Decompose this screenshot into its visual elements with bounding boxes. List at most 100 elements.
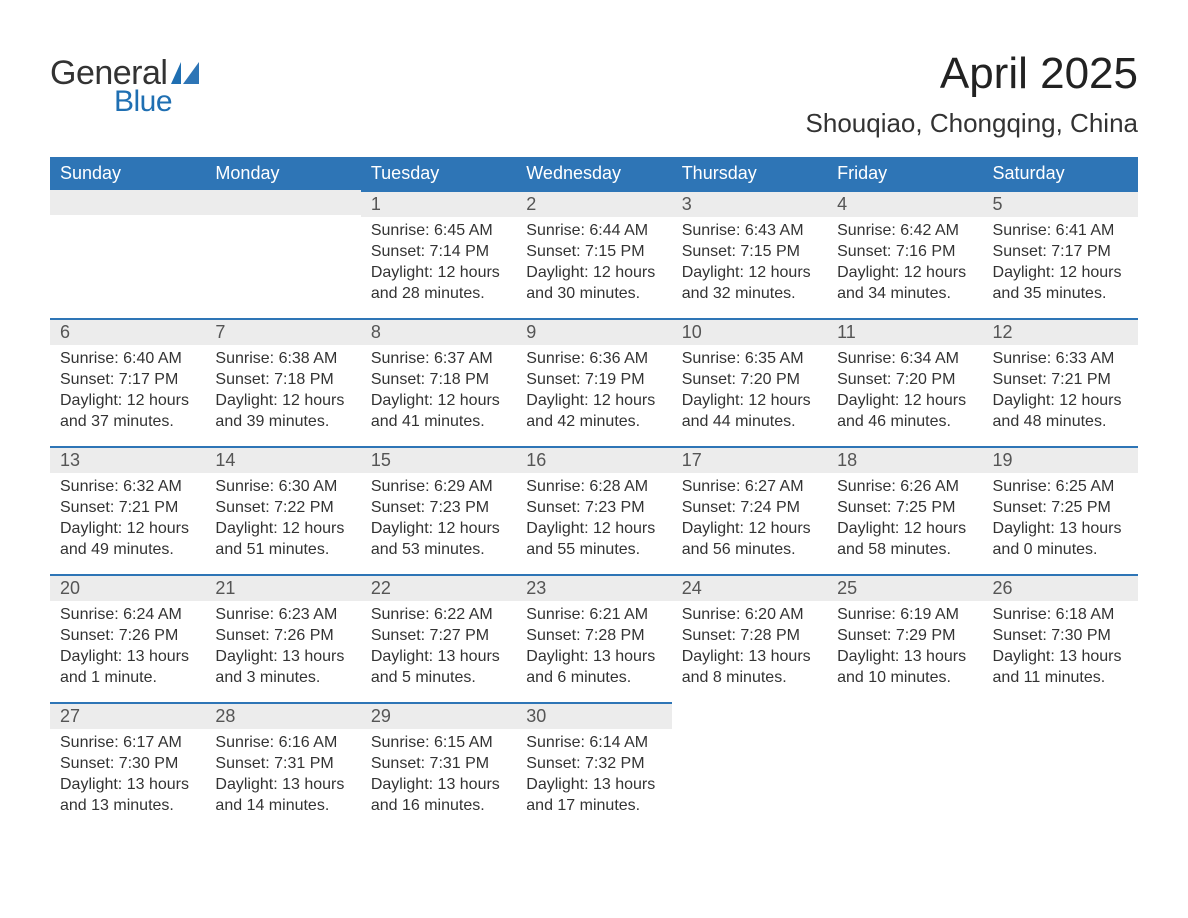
day-details: Sunrise: 6:28 AMSunset: 7:23 PMDaylight:… xyxy=(516,473,671,568)
day-details: Sunrise: 6:32 AMSunset: 7:21 PMDaylight:… xyxy=(50,473,205,568)
day-details: Sunrise: 6:17 AMSunset: 7:30 PMDaylight:… xyxy=(50,729,205,824)
day-number: 23 xyxy=(516,576,671,601)
weekday-header: Tuesday xyxy=(361,157,516,190)
weekday-header: Wednesday xyxy=(516,157,671,190)
day-number: 22 xyxy=(361,576,516,601)
calendar-day-cell: 27Sunrise: 6:17 AMSunset: 7:30 PMDayligh… xyxy=(50,702,205,830)
day-details: Sunrise: 6:40 AMSunset: 7:17 PMDaylight:… xyxy=(50,345,205,440)
calendar-day-cell: 8Sunrise: 6:37 AMSunset: 7:18 PMDaylight… xyxy=(361,318,516,446)
logo-word-blue: Blue xyxy=(114,85,172,119)
weekday-header-row: SundayMondayTuesdayWednesdayThursdayFrid… xyxy=(50,157,1138,190)
weekday-header: Saturday xyxy=(983,157,1138,190)
day-number: 16 xyxy=(516,448,671,473)
calendar-week-row: 13Sunrise: 6:32 AMSunset: 7:21 PMDayligh… xyxy=(50,446,1138,574)
flag-icon xyxy=(171,62,205,89)
calendar-week-row: 1Sunrise: 6:45 AMSunset: 7:14 PMDaylight… xyxy=(50,190,1138,318)
day-number: 21 xyxy=(205,576,360,601)
calendar-day-cell: 10Sunrise: 6:35 AMSunset: 7:20 PMDayligh… xyxy=(672,318,827,446)
weekday-header: Friday xyxy=(827,157,982,190)
calendar-day-cell: 3Sunrise: 6:43 AMSunset: 7:15 PMDaylight… xyxy=(672,190,827,318)
calendar-day-cell xyxy=(205,190,360,318)
day-number: 19 xyxy=(983,448,1138,473)
day-details: Sunrise: 6:22 AMSunset: 7:27 PMDaylight:… xyxy=(361,601,516,696)
day-number: 1 xyxy=(361,192,516,217)
day-number: 10 xyxy=(672,320,827,345)
calendar-day-cell: 30Sunrise: 6:14 AMSunset: 7:32 PMDayligh… xyxy=(516,702,671,830)
day-number: 17 xyxy=(672,448,827,473)
day-number: 27 xyxy=(50,704,205,729)
day-details: Sunrise: 6:35 AMSunset: 7:20 PMDaylight:… xyxy=(672,345,827,440)
day-details: Sunrise: 6:29 AMSunset: 7:23 PMDaylight:… xyxy=(361,473,516,568)
location-subtitle: Shouqiao, Chongqing, China xyxy=(806,108,1138,139)
calendar-day-cell: 24Sunrise: 6:20 AMSunset: 7:28 PMDayligh… xyxy=(672,574,827,702)
day-number: 24 xyxy=(672,576,827,601)
day-number: 29 xyxy=(361,704,516,729)
calendar-day-cell: 19Sunrise: 6:25 AMSunset: 7:25 PMDayligh… xyxy=(983,446,1138,574)
day-details: Sunrise: 6:37 AMSunset: 7:18 PMDaylight:… xyxy=(361,345,516,440)
day-details: Sunrise: 6:19 AMSunset: 7:29 PMDaylight:… xyxy=(827,601,982,696)
day-number: 3 xyxy=(672,192,827,217)
day-details: Sunrise: 6:45 AMSunset: 7:14 PMDaylight:… xyxy=(361,217,516,312)
calendar-day-cell: 4Sunrise: 6:42 AMSunset: 7:16 PMDaylight… xyxy=(827,190,982,318)
day-details: Sunrise: 6:44 AMSunset: 7:15 PMDaylight:… xyxy=(516,217,671,312)
day-details: Sunrise: 6:43 AMSunset: 7:15 PMDaylight:… xyxy=(672,217,827,312)
calendar-table: SundayMondayTuesdayWednesdayThursdayFrid… xyxy=(50,157,1138,830)
calendar-day-cell: 13Sunrise: 6:32 AMSunset: 7:21 PMDayligh… xyxy=(50,446,205,574)
calendar-day-cell: 22Sunrise: 6:22 AMSunset: 7:27 PMDayligh… xyxy=(361,574,516,702)
calendar-day-cell: 1Sunrise: 6:45 AMSunset: 7:14 PMDaylight… xyxy=(361,190,516,318)
day-number: 4 xyxy=(827,192,982,217)
calendar-week-row: 27Sunrise: 6:17 AMSunset: 7:30 PMDayligh… xyxy=(50,702,1138,830)
calendar-day-cell: 6Sunrise: 6:40 AMSunset: 7:17 PMDaylight… xyxy=(50,318,205,446)
calendar-day-cell: 29Sunrise: 6:15 AMSunset: 7:31 PMDayligh… xyxy=(361,702,516,830)
weekday-header: Sunday xyxy=(50,157,205,190)
day-number: 9 xyxy=(516,320,671,345)
day-number: 14 xyxy=(205,448,360,473)
calendar-day-cell: 12Sunrise: 6:33 AMSunset: 7:21 PMDayligh… xyxy=(983,318,1138,446)
calendar-day-cell: 17Sunrise: 6:27 AMSunset: 7:24 PMDayligh… xyxy=(672,446,827,574)
day-number: 30 xyxy=(516,704,671,729)
day-details: Sunrise: 6:20 AMSunset: 7:28 PMDaylight:… xyxy=(672,601,827,696)
calendar-day-cell: 28Sunrise: 6:16 AMSunset: 7:31 PMDayligh… xyxy=(205,702,360,830)
calendar-week-row: 20Sunrise: 6:24 AMSunset: 7:26 PMDayligh… xyxy=(50,574,1138,702)
day-details: Sunrise: 6:33 AMSunset: 7:21 PMDaylight:… xyxy=(983,345,1138,440)
day-number: 8 xyxy=(361,320,516,345)
day-details: Sunrise: 6:42 AMSunset: 7:16 PMDaylight:… xyxy=(827,217,982,312)
calendar-day-cell: 21Sunrise: 6:23 AMSunset: 7:26 PMDayligh… xyxy=(205,574,360,702)
calendar-day-cell: 20Sunrise: 6:24 AMSunset: 7:26 PMDayligh… xyxy=(50,574,205,702)
calendar-day-cell: 18Sunrise: 6:26 AMSunset: 7:25 PMDayligh… xyxy=(827,446,982,574)
day-number: 28 xyxy=(205,704,360,729)
day-number: 2 xyxy=(516,192,671,217)
calendar-day-cell: 14Sunrise: 6:30 AMSunset: 7:22 PMDayligh… xyxy=(205,446,360,574)
calendar-day-cell: 7Sunrise: 6:38 AMSunset: 7:18 PMDaylight… xyxy=(205,318,360,446)
calendar-day-cell: 15Sunrise: 6:29 AMSunset: 7:23 PMDayligh… xyxy=(361,446,516,574)
day-number: 20 xyxy=(50,576,205,601)
day-details: Sunrise: 6:23 AMSunset: 7:26 PMDaylight:… xyxy=(205,601,360,696)
calendar-day-cell: 2Sunrise: 6:44 AMSunset: 7:15 PMDaylight… xyxy=(516,190,671,318)
calendar-day-cell xyxy=(672,702,827,830)
day-number: 11 xyxy=(827,320,982,345)
day-number: 6 xyxy=(50,320,205,345)
day-details: Sunrise: 6:26 AMSunset: 7:25 PMDaylight:… xyxy=(827,473,982,568)
day-details: Sunrise: 6:24 AMSunset: 7:26 PMDaylight:… xyxy=(50,601,205,696)
calendar-day-cell: 16Sunrise: 6:28 AMSunset: 7:23 PMDayligh… xyxy=(516,446,671,574)
day-details: Sunrise: 6:15 AMSunset: 7:31 PMDaylight:… xyxy=(361,729,516,824)
page-title: April 2025 xyxy=(806,50,1138,98)
day-number: 7 xyxy=(205,320,360,345)
day-details: Sunrise: 6:38 AMSunset: 7:18 PMDaylight:… xyxy=(205,345,360,440)
day-details: Sunrise: 6:14 AMSunset: 7:32 PMDaylight:… xyxy=(516,729,671,824)
day-details: Sunrise: 6:16 AMSunset: 7:31 PMDaylight:… xyxy=(205,729,360,824)
day-number: 13 xyxy=(50,448,205,473)
day-details: Sunrise: 6:41 AMSunset: 7:17 PMDaylight:… xyxy=(983,217,1138,312)
calendar-day-cell: 5Sunrise: 6:41 AMSunset: 7:17 PMDaylight… xyxy=(983,190,1138,318)
day-number: 15 xyxy=(361,448,516,473)
day-details: Sunrise: 6:18 AMSunset: 7:30 PMDaylight:… xyxy=(983,601,1138,696)
calendar-day-cell: 26Sunrise: 6:18 AMSunset: 7:30 PMDayligh… xyxy=(983,574,1138,702)
calendar-day-cell xyxy=(983,702,1138,830)
day-details: Sunrise: 6:36 AMSunset: 7:19 PMDaylight:… xyxy=(516,345,671,440)
calendar-day-cell: 25Sunrise: 6:19 AMSunset: 7:29 PMDayligh… xyxy=(827,574,982,702)
day-details: Sunrise: 6:25 AMSunset: 7:25 PMDaylight:… xyxy=(983,473,1138,568)
calendar-day-cell: 9Sunrise: 6:36 AMSunset: 7:19 PMDaylight… xyxy=(516,318,671,446)
day-number: 25 xyxy=(827,576,982,601)
calendar-day-cell: 23Sunrise: 6:21 AMSunset: 7:28 PMDayligh… xyxy=(516,574,671,702)
calendar-day-cell: 11Sunrise: 6:34 AMSunset: 7:20 PMDayligh… xyxy=(827,318,982,446)
